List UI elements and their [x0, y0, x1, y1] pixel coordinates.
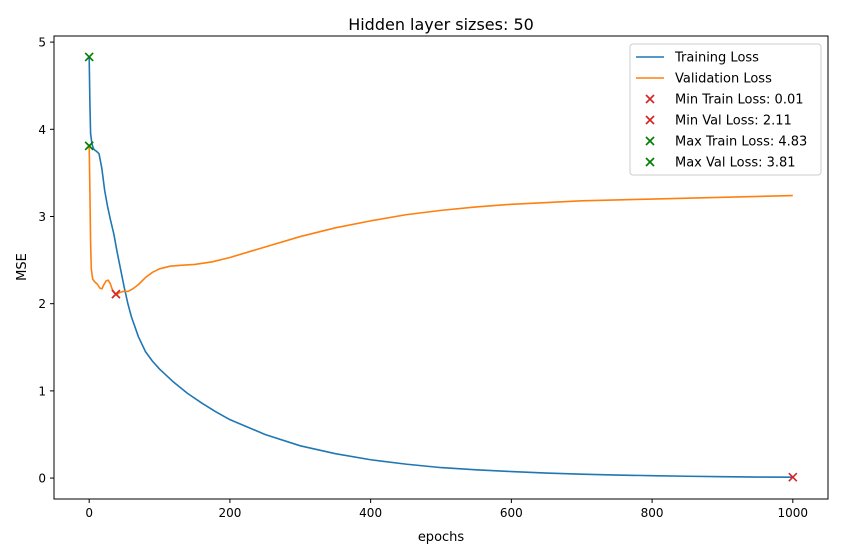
x-tick-label: 800 — [641, 506, 664, 520]
legend-item: Validation Loss — [636, 72, 772, 87]
y-tick-label: 2 — [38, 297, 46, 311]
axes-frame — [53, 35, 829, 500]
x-axis-ticks: 0 200 400 600 800 1000 — [85, 499, 808, 520]
x-tick-label: 200 — [218, 506, 241, 520]
legend-item: Min Val Loss: 2.11 — [645, 114, 792, 129]
x-tick-label: 1000 — [778, 506, 809, 520]
chart-title: Hidden layer sizses: 50 — [348, 15, 534, 34]
legend-item: Max Val Loss: 3.81 — [645, 156, 796, 171]
legend-marker-swatch — [645, 157, 655, 167]
legend-marker-swatch — [645, 136, 655, 146]
legend-item: Training Loss — [636, 51, 759, 66]
y-tick-label: 0 — [38, 472, 46, 486]
max-val-loss-marker — [84, 141, 94, 151]
legend-label: Validation Loss — [675, 72, 772, 87]
y-tick-label: 1 — [38, 384, 46, 398]
legend-item: Max Train Loss: 4.83 — [645, 135, 807, 150]
series-line-validation-loss — [88, 145, 793, 295]
y-tick-label: 5 — [38, 36, 46, 50]
legend-label: Max Train Loss: 4.83 — [675, 135, 807, 150]
max-train-loss-marker — [84, 52, 94, 62]
legend-label: Min Train Loss: 0.01 — [675, 93, 804, 108]
series-line-training-loss — [88, 56, 793, 478]
x-tick-label: 0 — [85, 506, 93, 520]
legend-label: Max Val Loss: 3.81 — [675, 156, 796, 171]
x-tick-label: 400 — [359, 506, 382, 520]
legend: Training Loss Validation Loss Min Train Lo… — [629, 43, 822, 176]
legend-marker-swatch — [645, 115, 655, 125]
y-axis-label: MSE — [15, 253, 30, 281]
y-tick-label: 3 — [38, 210, 46, 224]
legend-item: Min Train Loss: 0.01 — [645, 93, 804, 108]
x-tick-label: 600 — [500, 506, 523, 520]
legend-marker-swatch — [645, 94, 655, 104]
legend-label: Min Val Loss: 2.11 — [675, 114, 792, 129]
x-axis-label: epochs — [418, 530, 465, 545]
y-axis-ticks: 0 1 2 3 4 5 — [38, 36, 54, 486]
min-val-loss-marker — [111, 289, 121, 299]
y-tick-label: 4 — [38, 123, 46, 137]
legend-label: Training Loss — [674, 51, 759, 66]
plot-area — [84, 52, 798, 482]
min-train-loss-marker — [788, 472, 798, 482]
legend-box — [629, 43, 822, 176]
